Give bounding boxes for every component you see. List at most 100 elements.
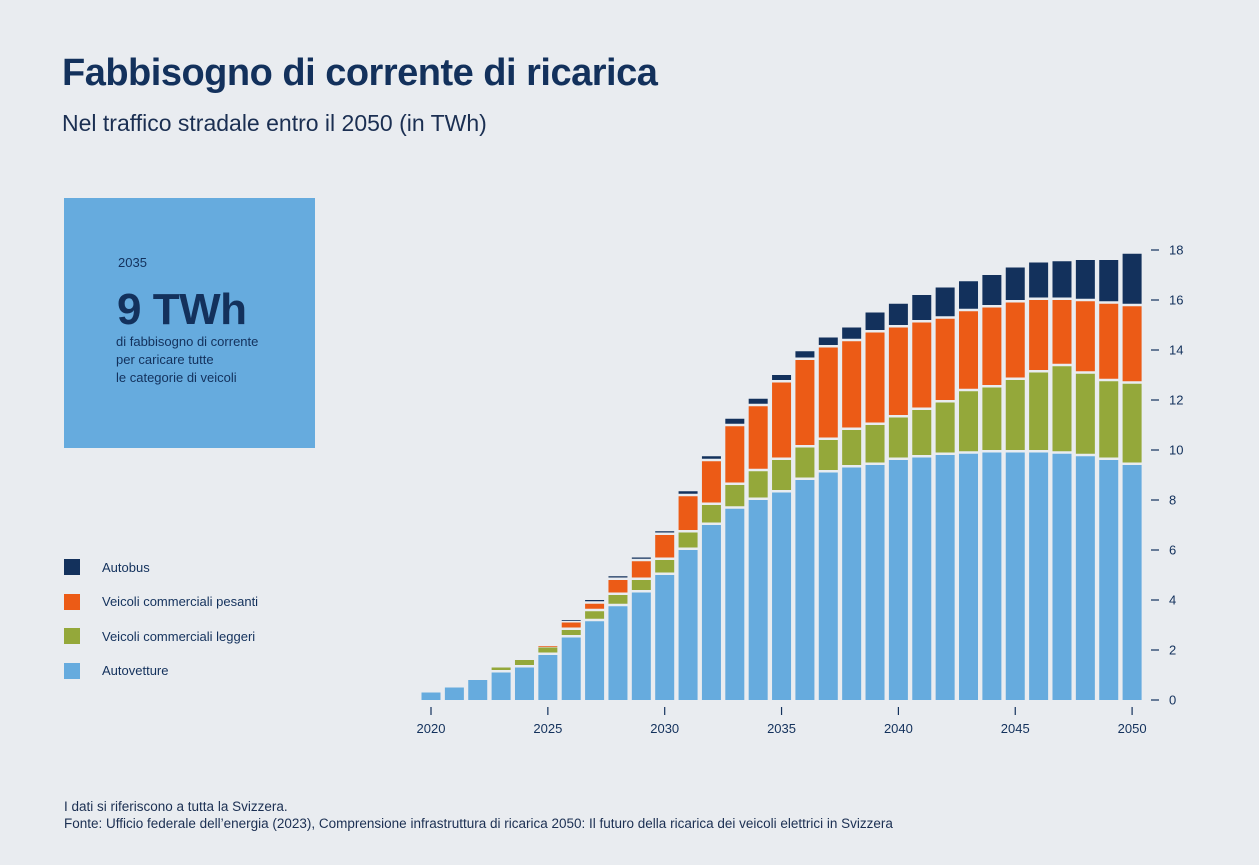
bar-segment <box>959 281 979 309</box>
bar-segment <box>1029 452 1049 700</box>
bar-segment <box>678 491 698 494</box>
bar-segment <box>1122 306 1142 382</box>
x-tick-label: 2035 <box>767 721 796 736</box>
bar-segment <box>1029 372 1049 450</box>
bar-segment <box>795 480 815 700</box>
bar-segment <box>982 452 1002 700</box>
y-tick-label: 18 <box>1169 243 1183 258</box>
x-tick-label: 2020 <box>417 721 446 736</box>
bar-segment <box>468 680 488 700</box>
bar-segment <box>701 456 721 459</box>
bar-segment <box>818 337 838 345</box>
bar-segment <box>561 620 581 621</box>
bar-segment <box>491 672 511 700</box>
bar-segment <box>631 561 651 578</box>
bar-segment <box>795 447 815 478</box>
highlight-description-line: per caricare tutte <box>116 352 214 367</box>
bar-segment <box>1029 262 1049 298</box>
bar-segment <box>1099 303 1119 379</box>
bar-segment <box>795 351 815 358</box>
bar-segment <box>514 660 534 665</box>
footnote: I dati si riferiscono a tutta la Svizzer… <box>64 798 893 832</box>
bar-segment <box>725 426 745 483</box>
bar-segment <box>585 611 605 619</box>
bar-segment <box>1052 366 1072 452</box>
bar-segment <box>608 606 628 700</box>
bar-segment <box>1122 253 1142 304</box>
x-tick-label: 2050 <box>1118 721 1147 736</box>
bar-segment <box>818 440 838 470</box>
legend-swatch <box>64 559 80 576</box>
bar-segment <box>865 332 885 423</box>
bar-segment <box>888 460 908 700</box>
legend-swatch <box>64 593 80 610</box>
bar-segment <box>959 453 979 700</box>
bar-segment <box>912 322 932 408</box>
bar-segment <box>725 418 745 424</box>
bar-segment <box>561 637 581 700</box>
footnote-source: Fonte: Ufficio federale dell’energia (20… <box>64 816 893 831</box>
bar-segment <box>1075 260 1095 299</box>
bar-segment <box>748 471 768 498</box>
chart-subtitle: Nel traffico stradale entro il 2050 (in … <box>62 110 487 136</box>
footnote-scope: I dati si riferiscono a tutta la Svizzer… <box>64 799 288 814</box>
bar-segment <box>1099 460 1119 700</box>
x-tick-label: 2025 <box>533 721 562 736</box>
legend-label: Veicoli commerciali leggeri <box>102 628 256 644</box>
highlight-value: 9 TWh <box>117 285 247 334</box>
bar-segment <box>888 303 908 325</box>
bar-segment <box>1075 301 1095 372</box>
x-tick-label: 2045 <box>1001 721 1030 736</box>
bar-segment <box>1122 465 1142 700</box>
bar-segment <box>912 295 932 320</box>
bar-segment <box>865 465 885 700</box>
y-tick-label: 16 <box>1169 293 1183 308</box>
bar-segment <box>631 557 651 559</box>
bar-segment <box>725 485 745 507</box>
y-tick-label: 12 <box>1169 393 1183 408</box>
bar-segment <box>608 595 628 604</box>
bar-segment <box>1052 300 1072 364</box>
bar-segment <box>678 532 698 548</box>
legend-swatch <box>64 628 80 645</box>
bar-segment <box>888 417 908 458</box>
bar-segment <box>1005 302 1025 378</box>
bar-segment <box>1052 261 1072 298</box>
chart-title: Fabbisogno di corrente di ricarica <box>62 52 658 94</box>
bar-segment <box>421 692 441 700</box>
bar-segment <box>982 275 1002 305</box>
bar-segment <box>935 287 955 317</box>
bar-segment <box>561 630 581 635</box>
bar-segment <box>631 592 651 700</box>
bar-segment <box>748 398 768 404</box>
legend-item-light-commercial: Veicoli commerciali leggeri <box>64 619 258 654</box>
bar-segment <box>935 318 955 400</box>
bar-segment <box>888 327 908 415</box>
bar-segment <box>842 341 862 428</box>
bar-segment <box>772 382 792 458</box>
highlight-description-line: le categorie di veicoli <box>116 370 237 385</box>
bar-segment <box>1122 383 1142 463</box>
bar-segment <box>608 576 628 578</box>
bar-segment <box>982 387 1002 450</box>
bar-segment <box>585 603 605 609</box>
highlight-description-line: di fabbisogno di corrente <box>116 334 259 349</box>
bar-segment <box>678 550 698 700</box>
legend-label: Veicoli commerciali pesanti <box>102 594 259 610</box>
bar-segment <box>748 406 768 469</box>
bar-segment <box>772 460 792 490</box>
bar-segment <box>842 430 862 465</box>
bar-segment <box>748 500 768 700</box>
bar-segment <box>538 655 558 700</box>
bar-segment <box>912 410 932 455</box>
bar-segment <box>538 646 558 648</box>
bar-segment <box>701 525 721 700</box>
y-tick-label: 2 <box>1169 643 1176 658</box>
bar-segment <box>842 467 862 700</box>
bar-segment <box>982 307 1002 385</box>
bar-segment <box>959 391 979 452</box>
bar-segment <box>561 622 581 628</box>
bar-segment <box>865 312 885 330</box>
legend-item-heavy-commercial: Veicoli commerciali pesanti <box>64 585 258 620</box>
